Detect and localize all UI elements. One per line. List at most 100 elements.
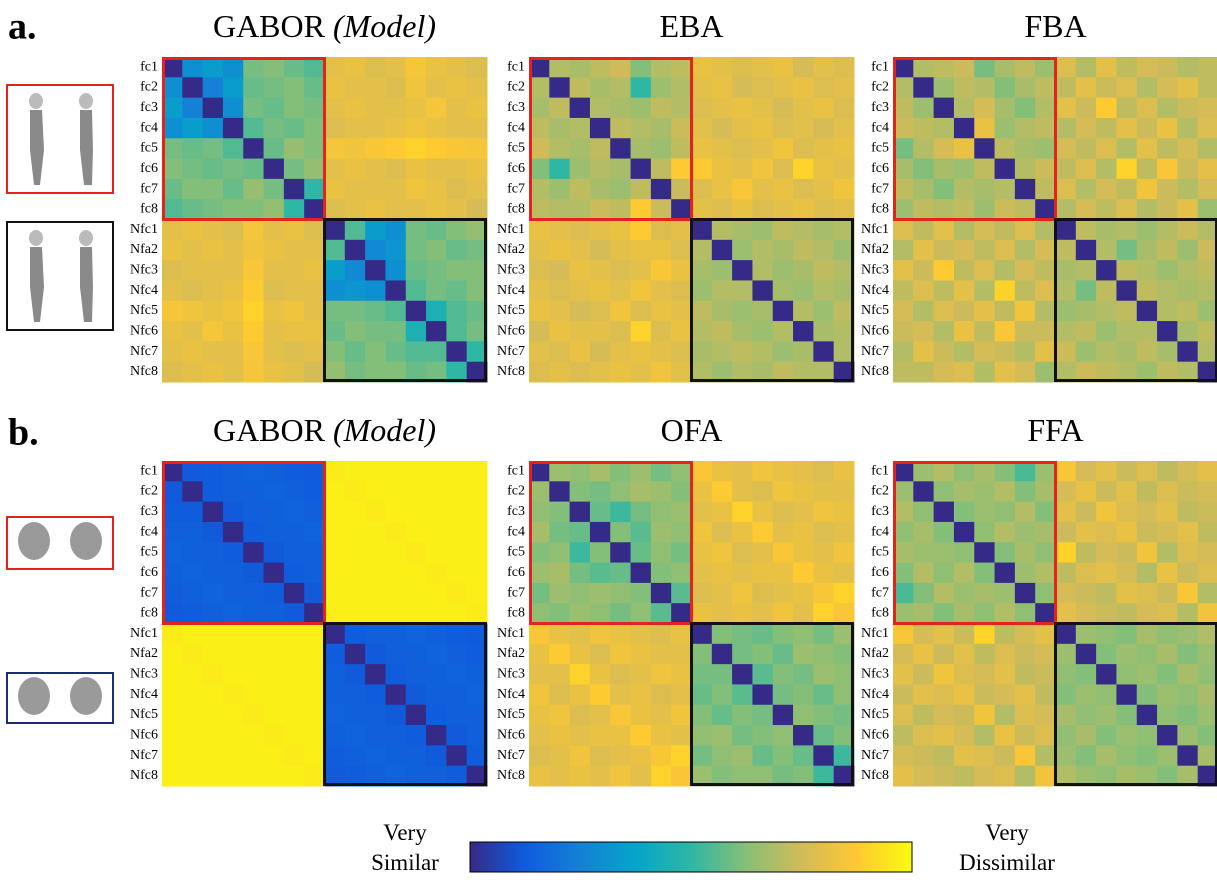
heatmap-cell <box>1177 624 1198 645</box>
heatmap-cell <box>974 159 995 180</box>
heatmap-cell <box>406 502 427 523</box>
heatmap-cell <box>974 341 995 362</box>
heatmap-cell <box>549 362 570 383</box>
heatmap-cell <box>610 179 631 200</box>
heatmap-cell <box>752 461 773 482</box>
heatmap-cell <box>529 644 550 665</box>
row-label: fc2 <box>507 484 525 499</box>
chart-title: FBA <box>1024 8 1086 44</box>
heatmap-cell <box>692 220 713 241</box>
heatmap-cell <box>1056 542 1077 563</box>
heatmap-cell <box>610 118 631 139</box>
heatmap-cell <box>913 745 934 766</box>
heatmap-cell <box>1116 563 1137 584</box>
heatmap-cell <box>974 664 995 685</box>
heatmap-cell <box>426 502 447 523</box>
heatmap-cell <box>570 260 591 281</box>
heatmap-cell <box>549 664 570 685</box>
heatmap-cell <box>712 563 733 584</box>
chart: a. b. GABOR(Model)fc1fc2fc3fc4fc5fc6fc7f… <box>0 0 1217 885</box>
heatmap-cell <box>732 522 753 543</box>
heatmap-cell <box>793 77 814 98</box>
heatmap-cell <box>182 583 203 604</box>
heatmap-cell <box>1015 57 1036 78</box>
heatmap-cell <box>1116 138 1137 159</box>
heatmap-cell <box>243 77 264 98</box>
heatmap-cell <box>913 159 934 180</box>
heatmap-cell <box>182 745 203 766</box>
heatmap-cell <box>590 583 611 604</box>
heatmap-cell <box>529 341 550 362</box>
heatmap-cell <box>1056 684 1077 705</box>
heatmap-cell <box>773 502 794 523</box>
heatmap-cell <box>1137 240 1158 261</box>
heatmap-cell <box>1096 77 1117 98</box>
row-label: Nfc4 <box>497 687 525 702</box>
heatmap-cell <box>446 542 467 563</box>
heatmap-cell <box>1198 260 1217 281</box>
heatmap-cell <box>671 301 692 322</box>
heatmap-cell <box>692 684 713 705</box>
heatmap-cell <box>365 563 386 584</box>
heatmap-cell <box>974 240 995 261</box>
heatmap-cell <box>934 260 955 281</box>
chart-title: OFA <box>661 412 723 448</box>
heatmap-cell <box>1076 664 1097 685</box>
heatmap-cell <box>365 199 386 220</box>
heatmap-cell <box>974 705 995 726</box>
heatmap-cell <box>631 563 652 584</box>
heatmap-cell <box>1116 321 1137 342</box>
heatmap-cell <box>631 260 652 281</box>
heatmap-cell <box>1076 522 1097 543</box>
heatmap-cell <box>773 199 794 220</box>
heatmap-cell <box>773 705 794 726</box>
row-label: Nfc5 <box>497 303 525 318</box>
heatmap-cell <box>1137 77 1158 98</box>
heatmap-cell <box>446 725 467 746</box>
heatmap-cell <box>954 118 975 139</box>
heatmap-cell <box>813 98 834 119</box>
heatmap-cell <box>1056 260 1077 281</box>
heatmap-cell <box>345 280 366 301</box>
heatmap-cell <box>549 624 570 645</box>
heatmap-cell <box>365 77 386 98</box>
heatmap-cell <box>590 603 611 624</box>
heatmap-cell <box>345 542 366 563</box>
heatmap-cell <box>243 199 264 220</box>
heatmap-cell <box>954 179 975 200</box>
panel-label: b. <box>8 412 39 454</box>
heatmap-cell <box>406 98 427 119</box>
heatmap-cell <box>1056 341 1077 362</box>
heatmap-cell <box>834 118 855 139</box>
row-label: Nfc8 <box>861 364 889 379</box>
row-label: Nfc5 <box>130 303 158 318</box>
heatmap-cell <box>162 542 183 563</box>
heatmap-cell <box>1198 98 1217 119</box>
heatmap-cell <box>345 179 366 200</box>
heatmap-cell <box>732 341 753 362</box>
heatmap-cell <box>1035 461 1056 482</box>
heatmap-cell <box>345 301 366 322</box>
heatmap-cell <box>590 542 611 563</box>
heatmap-cell <box>610 57 631 78</box>
heatmap-cell <box>631 301 652 322</box>
heatmap-cell <box>954 57 975 78</box>
heatmap-cell <box>1198 240 1217 261</box>
heatmap-cell <box>1076 260 1097 281</box>
heatmap-cell <box>385 98 406 119</box>
heatmap-cell <box>1116 745 1137 766</box>
row-label: Nfc4 <box>497 283 525 298</box>
heatmap-cell <box>1076 341 1097 362</box>
heatmap-cell <box>570 684 591 705</box>
heatmap-cell <box>385 563 406 584</box>
heatmap-cell <box>712 321 733 342</box>
heatmap-cell <box>1015 98 1036 119</box>
heatmap-cell <box>1076 118 1097 139</box>
heatmap-cell <box>671 341 692 362</box>
heatmap-cell <box>813 57 834 78</box>
heatmap-cell <box>304 644 325 665</box>
heatmap-cell <box>671 321 692 342</box>
heatmap-cell <box>1177 603 1198 624</box>
heatmap-cell <box>813 461 834 482</box>
heatmap-cell <box>162 362 183 383</box>
